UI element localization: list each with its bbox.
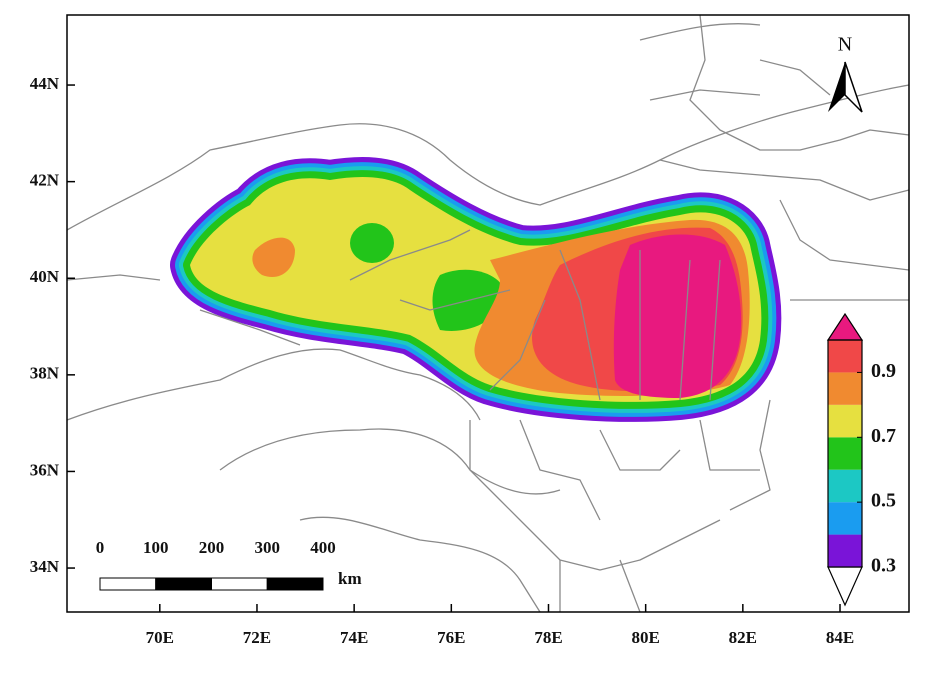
blob-orange [252, 237, 295, 278]
x-tick-label: 74E [340, 628, 368, 647]
map-frame [66, 14, 910, 613]
x-tick-label: 78E [534, 628, 562, 647]
scale-label: 400 [310, 538, 336, 557]
colorbar-segment [828, 437, 862, 470]
colorbar-segment [828, 469, 862, 503]
north-arrow-left [828, 62, 845, 112]
colorbar-segment [828, 340, 862, 373]
x-tick-label: 82E [729, 628, 757, 647]
colorbar-over [826, 312, 864, 341]
scale-label: 0 [96, 538, 105, 557]
colorbar-segment [828, 404, 862, 438]
colorbar-segment [828, 372, 862, 405]
colorbar-segment [828, 534, 862, 567]
y-tick-label: 34N [30, 557, 60, 576]
scale-segment [211, 577, 268, 591]
colorbar-frame [827, 339, 863, 568]
x-tick-label: 84E [826, 628, 854, 647]
scale-segment [266, 577, 324, 591]
x-tick-label: 72E [243, 628, 271, 647]
y-tick-label: 40N [30, 267, 60, 286]
blob-green [350, 223, 394, 263]
colorbar-label: 0.9 [871, 360, 896, 382]
north-arrow-right [844, 61, 863, 113]
x-tick-label: 80E [631, 628, 659, 647]
x-tick-label: 76E [437, 628, 465, 647]
colorbar-segment [828, 502, 862, 535]
y-tick-label: 38N [30, 364, 60, 383]
north-label: N [838, 34, 852, 56]
scale-unit: km [338, 569, 362, 588]
colorbar-label: 0.5 [871, 490, 896, 512]
scale-label: 200 [199, 538, 225, 557]
colorbar-under [827, 566, 863, 607]
scale-label: 300 [255, 538, 281, 557]
borders [66, 14, 910, 613]
north-arrow: N [828, 34, 863, 113]
scale-label: 100 [143, 538, 169, 557]
scale-segment [99, 577, 157, 591]
band-magenta [613, 234, 742, 398]
scale-segment [155, 577, 212, 591]
field [190, 177, 761, 402]
y-tick-label: 36N [30, 460, 60, 479]
y-tick-label: 42N [30, 171, 60, 190]
colorbar-label: 0.7 [871, 425, 896, 447]
y-tick-label: 44N [30, 74, 60, 93]
colorbar-label: 0.3 [871, 555, 896, 577]
x-tick-label: 70E [146, 628, 174, 647]
